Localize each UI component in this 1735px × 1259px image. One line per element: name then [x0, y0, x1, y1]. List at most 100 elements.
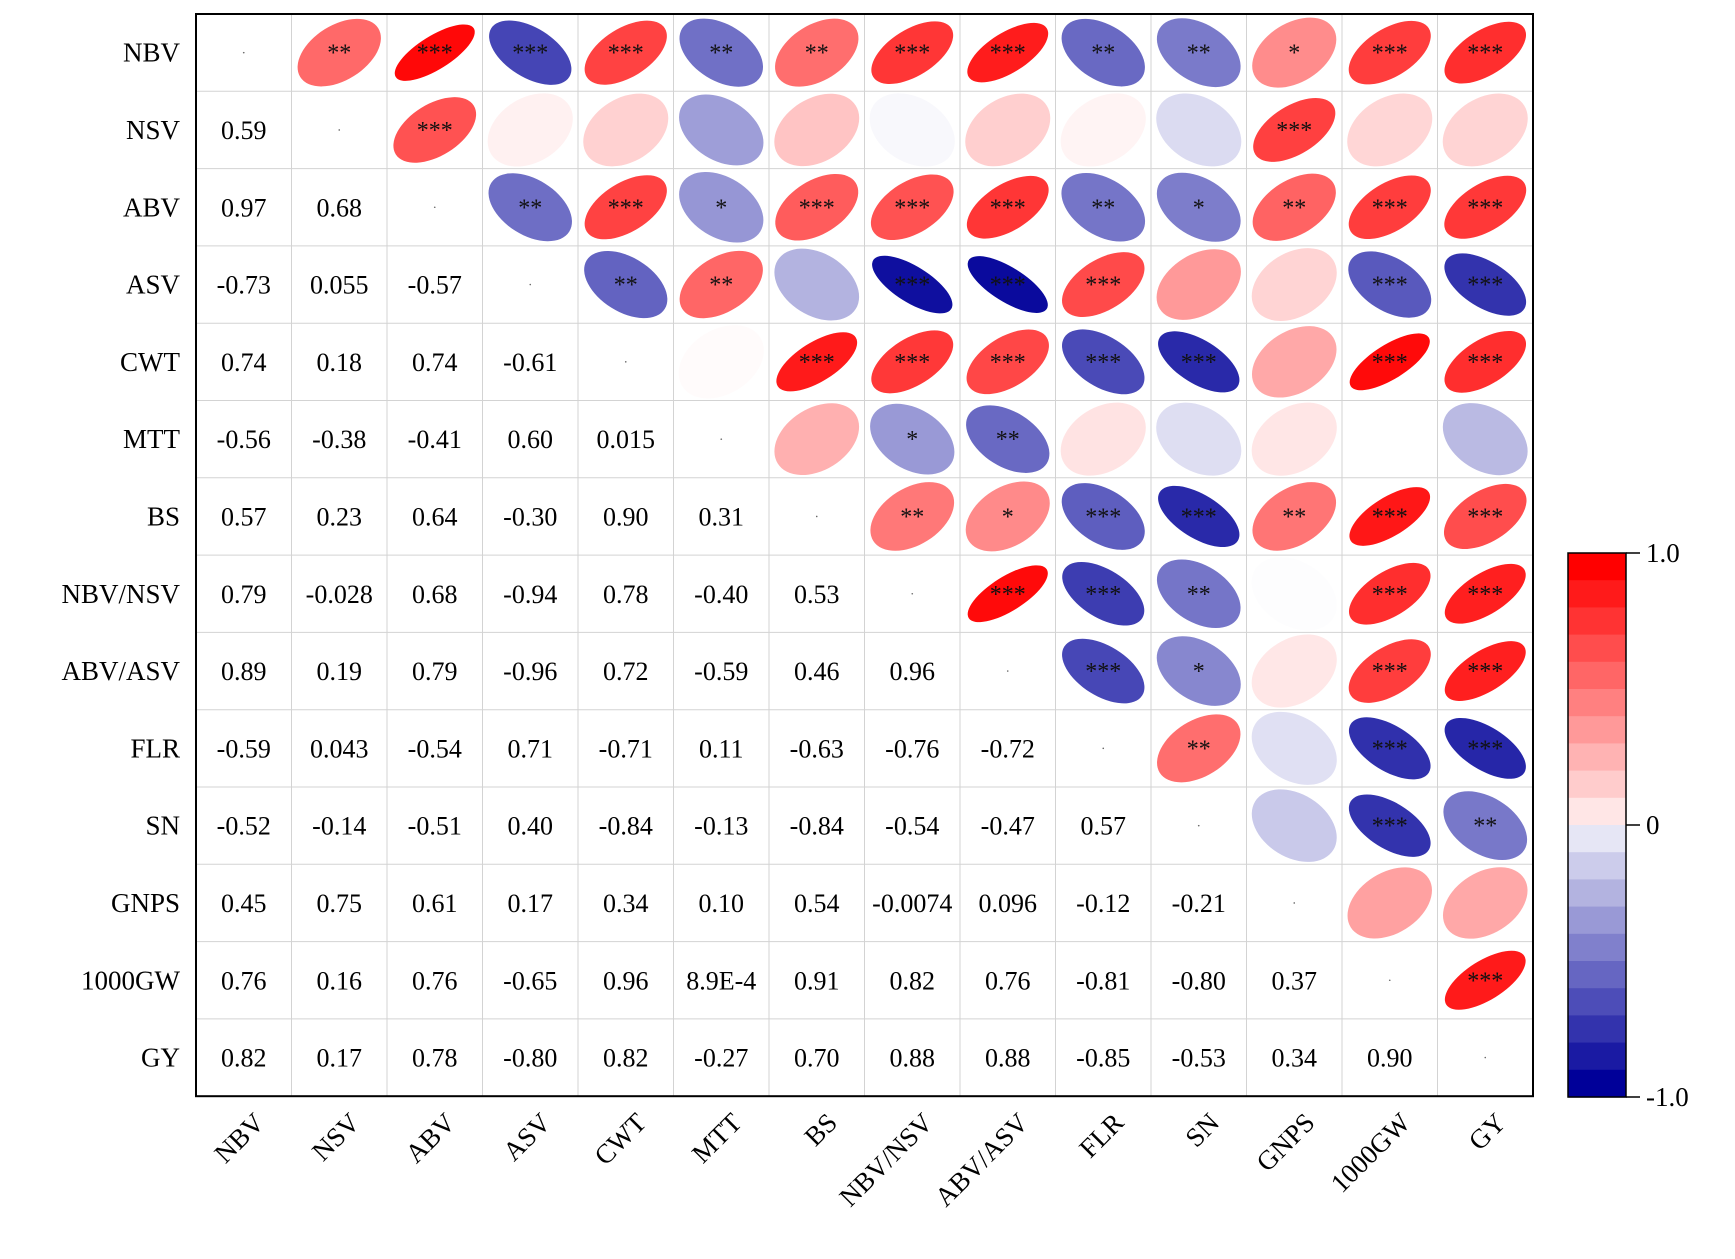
correlation-value: 0.76 [412, 966, 458, 995]
correlation-value: -0.12 [1076, 889, 1130, 918]
significance-stars: ** [1473, 814, 1497, 840]
correlation-value: -0.81 [1076, 966, 1130, 995]
significance-stars: *** [1372, 582, 1408, 608]
correlation-ellipse [1348, 717, 1431, 780]
correlation-ellipse [679, 250, 763, 319]
correlation-ellipse [1157, 714, 1241, 783]
significance-stars: *** [608, 41, 644, 67]
colorbar-segment [1568, 553, 1626, 581]
correlation-ellipse [679, 171, 764, 243]
row-label: GNPS [111, 888, 180, 918]
column-label: ABV/ASV [929, 1107, 1034, 1212]
correlation-ellipse [775, 173, 859, 241]
significance-stars: ** [805, 41, 829, 67]
correlation-ellipse [1349, 333, 1430, 391]
significance-stars: *** [990, 41, 1026, 67]
correlation-ellipse [869, 93, 955, 167]
correlation-value: 0.055 [310, 271, 369, 300]
colorbar-segment [1568, 988, 1626, 1016]
significance-stars: *** [1372, 736, 1408, 762]
row-label: NBV [123, 38, 181, 68]
correlation-ellipse [1156, 402, 1242, 476]
diagonal-dot [911, 592, 914, 595]
correlation-value: 0.54 [794, 889, 840, 918]
column-label: NSV [306, 1107, 366, 1167]
significance-stars: *** [417, 41, 453, 67]
significance-stars: *** [990, 195, 1026, 221]
colorbar-segment [1568, 716, 1626, 744]
diagonal-dot [529, 283, 532, 286]
column-label: SN [1179, 1107, 1225, 1153]
correlation-value: 8.9E-4 [686, 966, 756, 995]
correlation-value: 0.79 [221, 580, 267, 609]
correlation-value: -0.96 [503, 657, 557, 686]
colorbar-segment [1568, 961, 1626, 989]
correlation-ellipse [1444, 563, 1526, 624]
significance-stars: *** [1372, 814, 1408, 840]
significance-stars: *** [799, 195, 835, 221]
correlation-value: -0.51 [408, 812, 462, 841]
correlation-ellipse [678, 325, 764, 399]
correlation-ellipse [774, 93, 860, 167]
diagonal-dot [338, 129, 341, 131]
correlation-value: 0.76 [985, 966, 1031, 995]
significance-stars: *** [894, 350, 930, 376]
correlation-ellipse [1442, 867, 1528, 939]
column-label: FLR [1073, 1107, 1129, 1163]
correlation-value: -0.73 [217, 271, 271, 300]
correlation-ellipse [871, 330, 954, 394]
correlation-value: 0.78 [412, 1044, 458, 1073]
column-label: GNPS [1250, 1107, 1320, 1177]
colorbar-segment [1568, 770, 1626, 799]
significance-stars: *** [1085, 582, 1121, 608]
correlation-ellipse [1348, 562, 1431, 625]
correlation-ellipse [966, 405, 1050, 473]
correlation-value: -0.94 [503, 580, 557, 609]
significance-stars: *** [894, 41, 930, 67]
correlation-ellipse [1158, 331, 1240, 393]
correlation-value: -0.76 [885, 734, 939, 763]
correlation-value: -0.30 [503, 502, 557, 531]
significance-stars: *** [1467, 195, 1503, 221]
correlation-ellipse [870, 482, 955, 551]
correlation-value: 0.76 [221, 966, 267, 995]
significance-stars: *** [990, 350, 1026, 376]
row-label: GY [141, 1043, 180, 1073]
significance-stars: ** [518, 195, 542, 221]
correlation-ellipse [967, 256, 1048, 313]
correlation-ellipse [1251, 557, 1337, 631]
correlation-value: 0.34 [603, 889, 649, 918]
correlation-value: 0.88 [890, 1044, 936, 1073]
diagonal-dot [433, 206, 436, 209]
colorbar-segment [1568, 825, 1626, 853]
significance-stars: *** [1467, 273, 1503, 299]
row-label: SN [145, 811, 180, 841]
colorbar-segment [1568, 607, 1626, 636]
correlation-ellipse [679, 18, 764, 87]
colorbar-segment [1568, 1042, 1626, 1071]
correlation-value: -0.56 [217, 425, 271, 454]
significance-stars: ** [1091, 41, 1115, 67]
correlation-ellipse [1251, 248, 1337, 321]
significance-stars: ** [1282, 195, 1306, 221]
correlation-ellipse [488, 173, 572, 242]
significance-stars: *** [1467, 504, 1503, 530]
diagonal-dot [720, 438, 723, 440]
plot-frame [195, 13, 1534, 1098]
significance-stars: ** [327, 41, 351, 67]
correlation-value: -0.85 [1076, 1044, 1130, 1073]
correlation-ellipse [1062, 252, 1145, 317]
correlation-ellipse [1156, 93, 1242, 167]
correlation-value: 0.90 [1367, 1044, 1413, 1073]
significance-stars: *** [1467, 968, 1503, 994]
significance-stars: *** [1372, 504, 1408, 530]
correlation-ellipse [1251, 711, 1337, 785]
grid-lines [196, 14, 1533, 1097]
row-label: ABV/ASV [61, 656, 180, 686]
correlation-ellipse [1156, 249, 1241, 320]
correlation-ellipse [584, 20, 667, 85]
correlation-value: 0.72 [603, 657, 649, 686]
correlation-value: 0.96 [890, 657, 936, 686]
correlation-ellipse [871, 21, 954, 84]
